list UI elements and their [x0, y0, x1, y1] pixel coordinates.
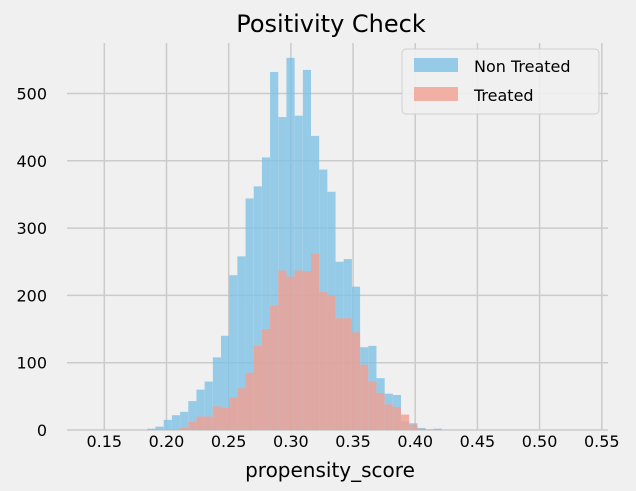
histogram-bar: [433, 428, 442, 430]
histogram-bar: [212, 406, 221, 430]
x-tick-label: 0.30: [273, 432, 309, 451]
histogram-bar: [335, 318, 344, 430]
histogram-bar: [401, 414, 410, 430]
histogram-bar: [245, 198, 254, 430]
y-tick-labels: 0 100 200 300 400 500: [16, 84, 47, 440]
histogram-bar: [188, 401, 197, 430]
series-treated: [180, 253, 426, 430]
histogram-bar: [253, 345, 262, 430]
histogram-bar: [237, 388, 246, 430]
y-tick-label: 400: [16, 152, 47, 171]
histogram-bar: [147, 428, 156, 430]
y-tick-label: 300: [16, 219, 47, 238]
histogram-bar: [392, 407, 401, 430]
y-tick-label: 0: [37, 421, 47, 440]
x-tick-label: 0.35: [335, 432, 371, 451]
histogram-bar: [417, 428, 426, 430]
histogram-bar: [310, 253, 320, 430]
y-tick-label: 200: [16, 286, 47, 305]
histogram-bar: [196, 416, 205, 430]
x-axis-label: propensity_score: [245, 458, 415, 482]
histogram-bar: [204, 416, 213, 430]
x-tick-label: 0.55: [584, 432, 620, 451]
x-tick-labels: 0.15 0.20 0.25 0.30 0.35 0.40 0.45 0.50 0.55: [86, 432, 619, 451]
histogram-bar: [220, 407, 230, 430]
histogram-bar: [171, 415, 181, 430]
histogram-bar: [327, 295, 336, 430]
x-tick-label: 0.50: [522, 432, 558, 451]
histogram-bar: [261, 157, 271, 431]
histogram-bar: [163, 419, 172, 430]
histogram-bar: [368, 381, 377, 430]
histogram-bar: [204, 381, 213, 430]
histogram-bar: [286, 276, 295, 430]
histogram-bar: [319, 292, 328, 430]
legend-swatch: [414, 58, 458, 72]
bars-layer: [147, 57, 442, 431]
histogram-bar: [196, 389, 205, 430]
histogram-bar: [351, 332, 361, 430]
histogram-bar: [384, 404, 393, 430]
histogram-bar: [409, 424, 418, 430]
histogram-bar: [278, 270, 287, 430]
histogram-bar: [229, 397, 238, 430]
histogram-bar: [360, 364, 369, 430]
histogram-bar: [237, 256, 246, 430]
x-tick-label: 0.15: [86, 432, 122, 451]
histogram-bar: [376, 392, 385, 430]
y-tick-label: 500: [16, 84, 47, 103]
histogram-bar: [229, 275, 238, 430]
histogram-bar: [180, 427, 189, 430]
histogram-bar: [245, 372, 254, 430]
histogram-bar: [212, 357, 221, 430]
x-tick-label: 0.20: [149, 432, 185, 451]
chart-title: Positivity Check: [236, 10, 426, 38]
histogram-bar: [302, 271, 311, 430]
histogram-bar: [155, 426, 164, 430]
histogram-bar: [343, 318, 352, 430]
histogram-bar: [270, 305, 279, 430]
histogram-bar: [261, 329, 271, 430]
legend-label: Treated: [473, 86, 534, 105]
histogram-bar: [180, 411, 189, 430]
x-tick-label: 0.45: [460, 432, 496, 451]
histogram-bar: [425, 429, 434, 430]
x-tick-label: 0.25: [211, 432, 247, 451]
histogram-bar: [286, 57, 295, 431]
histogram-bar: [220, 335, 230, 430]
histogram-bar: [270, 71, 279, 430]
legend-swatch: [414, 87, 458, 101]
histogram-bar: [253, 186, 262, 430]
histogram-bar: [294, 270, 303, 430]
histogram-bar: [188, 421, 197, 430]
legend-label: Non Treated: [474, 57, 571, 76]
y-tick-label: 100: [16, 354, 47, 373]
legend: Non Treated Treated: [401, 48, 600, 115]
histogram-bar: [302, 69, 312, 431]
x-tick-label: 0.40: [397, 432, 433, 451]
